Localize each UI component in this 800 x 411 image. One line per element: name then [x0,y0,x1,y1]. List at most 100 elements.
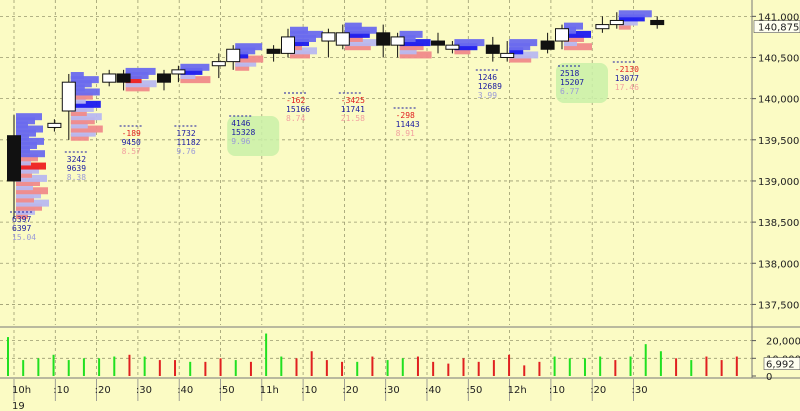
profile-bar [16,158,31,166]
profile-bar [125,84,150,92]
candle [116,69,131,91]
profile-bar [235,59,257,67]
time-tick-label: :20 [342,385,358,396]
candle-body [650,19,665,26]
candle-body [500,52,515,59]
profile-bar [399,43,424,51]
profile-bar [16,207,35,215]
price-axis[interactable]: 141,000 140,500 140,000 139,500 139,000 138,5… [752,12,800,311]
profile-bar [16,146,30,154]
bar-statistics: 6397639715.04324296398.38-18994508.57173… [10,61,639,242]
time-tick-label: :40 [177,385,193,396]
profile-bar [344,30,370,38]
profile-bar [16,170,32,178]
profile-bar [16,125,43,133]
profile-bar [70,80,92,88]
profile-bar [16,179,40,187]
profile-bar [125,72,149,80]
profile-bar [70,92,93,100]
stat-ratio: 8.74 [286,114,305,123]
candle [47,119,62,132]
current-volume-tag[interactable] [763,357,800,370]
profile-bar [70,100,101,108]
time-axis[interactable]: 10h:10:20:30:40:50 11h:10:20:30:40:50 12h:… [12,379,648,411]
price-tick-label: 140,000 [758,95,799,106]
time-tick-label: :50 [466,385,482,396]
profile-bar [399,39,431,47]
stat-ratio: 3.99 [478,91,497,100]
profile-bar [344,39,378,47]
profile-bar [70,129,96,137]
stat-ratio: 6.77 [560,87,579,96]
stat-volume: 12689 [478,82,502,91]
profile-bar [564,39,577,47]
time-tick-label: 12h [508,385,527,396]
time-tick-label: :10 [301,385,317,396]
candle-body [376,32,391,46]
profile-bar [70,104,94,112]
stat-volume: 11182 [176,138,200,147]
time-tick-label: :10 [549,385,565,396]
time-tick-label: :20 [95,385,111,396]
candle-body [157,73,171,83]
candle-body [211,61,226,67]
candlesticks [7,12,665,218]
profile-bar [70,113,102,121]
candle-body [47,122,62,128]
profile-bar [16,162,46,170]
stat-ratio: 8.38 [67,173,86,182]
stat-volume: 11741 [341,105,365,114]
profile-bar [235,51,249,59]
candle [211,53,226,79]
profile-bar [399,51,432,59]
stat-ratio: 8.91 [396,129,415,138]
profile-bar [618,18,638,26]
candle-body [609,19,624,26]
volume-tick-label: 20,000 [766,337,800,348]
profile-bar [454,39,485,47]
stat-volume: 15166 [286,105,310,114]
profile-bar [290,26,308,34]
stat-volume: 13077 [615,74,639,83]
profile-bar [509,39,538,47]
current-price-tag[interactable] [753,20,800,33]
profile-bar [290,43,302,51]
candle-body [61,81,76,112]
candle-body [321,32,336,42]
profile-bar [564,43,592,51]
highlight-box [227,116,280,156]
profile-bar [399,34,416,42]
profile-bar [180,72,196,80]
highlight-boxes [227,63,608,156]
profile-bar [509,51,539,59]
candle [266,45,281,62]
candle [431,32,445,54]
profile-bar [16,211,28,219]
candle-body [555,28,569,42]
profile-bar [16,195,34,203]
profile-bar [16,199,49,207]
profile-bar [180,67,203,75]
candle-body [390,36,405,46]
profile-bar [16,141,37,149]
profile-bar [399,47,417,55]
stat-delta: 6397 [12,215,31,224]
time-tick-label: :50 [219,385,235,396]
candle [595,16,610,33]
profile-bar [509,47,524,55]
profile-bar [16,203,42,211]
candle-body [595,24,610,30]
candle-body [540,40,555,50]
profile-bar [16,133,29,141]
stat-delta: -298 [396,111,415,120]
candle [321,28,336,58]
